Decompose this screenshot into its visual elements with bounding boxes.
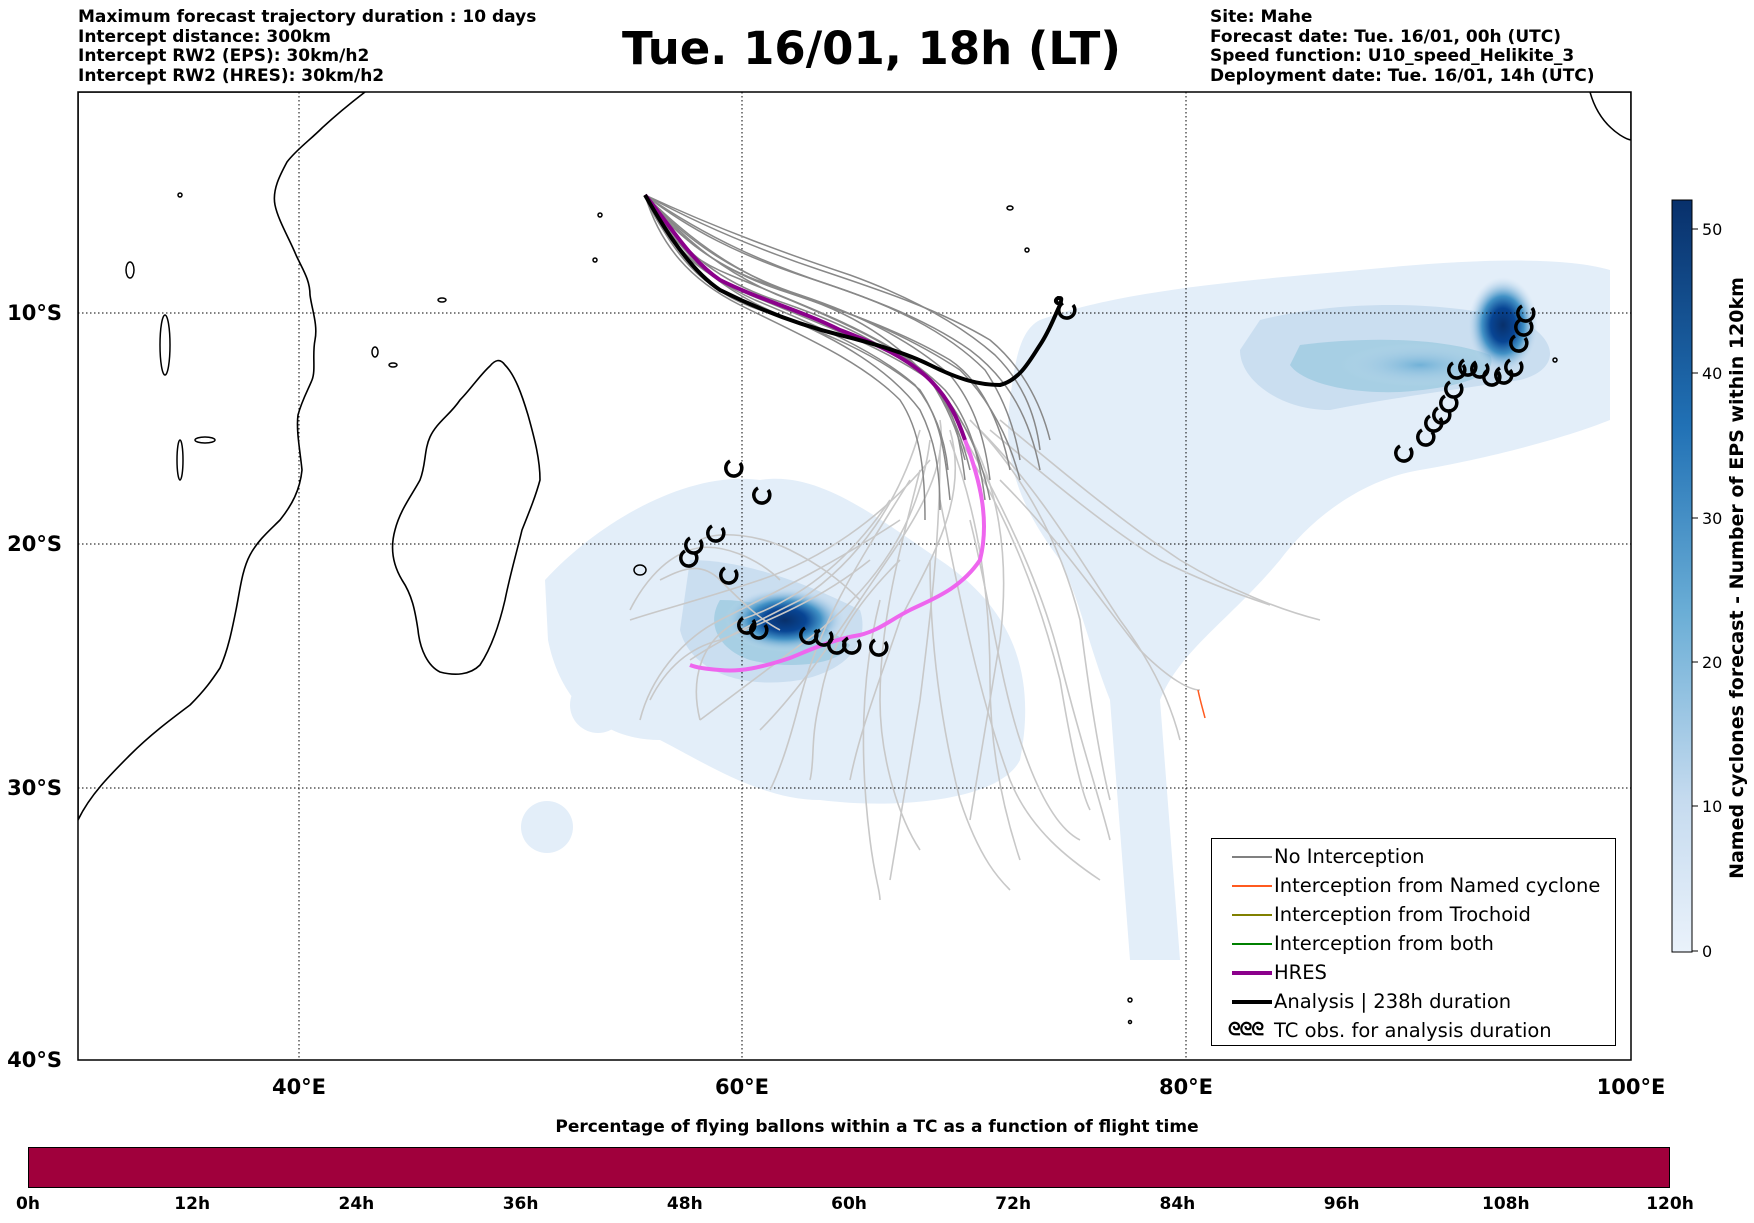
- analysis-track: [643, 194, 1064, 388]
- colorbar-tick-label: 10: [1702, 797, 1722, 816]
- density-hotspot-east: [1468, 277, 1538, 373]
- legend-swatch: [1232, 914, 1272, 916]
- tc-obs-markers: [679, 301, 1536, 657]
- colorbar-tick-label: 0: [1702, 942, 1712, 961]
- colorbar-tick-label: 30: [1702, 509, 1722, 528]
- lat-tick-label: 10°S: [7, 301, 62, 325]
- lon-tick-label: 80°E: [1159, 1075, 1213, 1099]
- map-frame: [77, 91, 1632, 1061]
- legend-swatch: [1232, 856, 1272, 858]
- flight-bar-tick-label: 96h: [1323, 1194, 1360, 1214]
- colorbar-title: Named cyclones forecast - Number of EPS …: [1726, 277, 1748, 879]
- legend-swatch: [1232, 1000, 1272, 1004]
- lat-tick-label: 40°S: [7, 1048, 62, 1072]
- legend-item-analysis: Analysis | 238h duration: [1212, 988, 1615, 1017]
- legend-label: Interception from Trochoid: [1274, 903, 1531, 926]
- legend: No Interception Interception from Named …: [1211, 838, 1616, 1046]
- legend-item-named-cyclone: Interception from Named cyclone: [1212, 872, 1615, 901]
- cyclone-symbol-icon: ᘓᘓᘓ: [1228, 1019, 1264, 1040]
- flight-bar-tick-label: 0h: [16, 1194, 40, 1214]
- colorbar-tick-label: 50: [1702, 220, 1722, 239]
- colorbar-tick-label: 40: [1702, 364, 1722, 383]
- grid-lines: [78, 92, 1631, 1060]
- site-text: Site: Mahe: [1210, 7, 1313, 27]
- flight-bar-tick-label: 60h: [831, 1194, 867, 1214]
- hres-track-late: [689, 439, 986, 673]
- forecast-date-text: Forecast date: Tue. 16/01, 00h (UTC): [1210, 26, 1561, 47]
- small-islands: [125, 192, 1558, 1025]
- legend-label: Interception from both: [1274, 932, 1494, 955]
- intercept-hres-text: Intercept RW2 (HRES): 30km/h2: [78, 65, 385, 86]
- header-info-left: Maximum forecast trajectory duration : 1…: [78, 7, 537, 86]
- lon-tick-label: 100°E: [1597, 1075, 1666, 1099]
- named-cyclone-interception-track: [1197, 689, 1206, 719]
- flight-bar-tick-label: 72h: [995, 1194, 1032, 1214]
- eps-trajectories-light: [629, 419, 1321, 901]
- legend-label: TC obs. for analysis duration: [1274, 1019, 1552, 1042]
- flight-bar-tick-label: 12h: [174, 1194, 211, 1214]
- flight-bar-tick-label: 36h: [502, 1194, 539, 1214]
- flight-time-bar: [28, 1147, 1670, 1188]
- flight-bar-tick-label: 24h: [338, 1194, 375, 1214]
- density-colorbar: [1671, 199, 1693, 953]
- colorbar-ticks: [1692, 228, 1698, 952]
- deployment-date-text: Deployment date: Tue. 16/01, 14h (UTC): [1210, 65, 1595, 86]
- madagascar: [391, 359, 541, 675]
- legend-swatch: [1232, 885, 1272, 887]
- legend-label: Analysis | 238h duration: [1274, 990, 1512, 1013]
- intercept-eps-text: Intercept RW2 (EPS): 30km/h2: [78, 46, 370, 66]
- legend-label: Interception from Named cyclone: [1274, 874, 1601, 897]
- flight-bar-tick-label: 120h: [1646, 1194, 1694, 1214]
- colorbar-tick-label: 20: [1702, 653, 1722, 672]
- flight-bar-tick-label: 108h: [1482, 1194, 1530, 1214]
- max-duration-text: Maximum forecast trajectory duration : 1…: [78, 7, 537, 27]
- legend-swatch: [1232, 943, 1272, 945]
- legend-item-hres: HRES: [1212, 959, 1615, 988]
- flight-bar-tick-label: 48h: [666, 1194, 703, 1214]
- legend-item-tc-obs: ᘓᘓᘓ TC obs. for analysis duration: [1212, 1017, 1615, 1046]
- hres-track: [643, 193, 967, 441]
- legend-item-trochoid: Interception from Trochoid: [1212, 901, 1615, 930]
- lat-tick-label: 20°S: [7, 532, 62, 556]
- legend-item-both: Interception from both: [1212, 930, 1615, 959]
- lon-tick-label: 40°E: [272, 1075, 326, 1099]
- page-title: Tue. 16/01, 18h (LT): [622, 22, 1121, 75]
- africa-coastline: [78, 92, 367, 821]
- flight-bar-title: Percentage of flying ballons within a TC…: [555, 1117, 1199, 1137]
- flight-bar-tick-label: 84h: [1159, 1194, 1196, 1214]
- legend-label: HRES: [1274, 961, 1327, 984]
- lat-tick-label: 30°S: [7, 776, 62, 800]
- speed-function-text: Speed function: U10_speed_Helikite_3: [1210, 46, 1575, 66]
- lon-tick-label: 60°E: [715, 1075, 769, 1099]
- intercept-distance-text: Intercept distance: 300km: [78, 26, 331, 47]
- legend-item-no-interception: No Interception: [1212, 843, 1615, 872]
- legend-label: No Interception: [1274, 845, 1425, 868]
- legend-swatch: [1232, 971, 1272, 975]
- header-info-right: Site: Mahe Forecast date: Tue. 16/01, 00…: [1210, 7, 1595, 86]
